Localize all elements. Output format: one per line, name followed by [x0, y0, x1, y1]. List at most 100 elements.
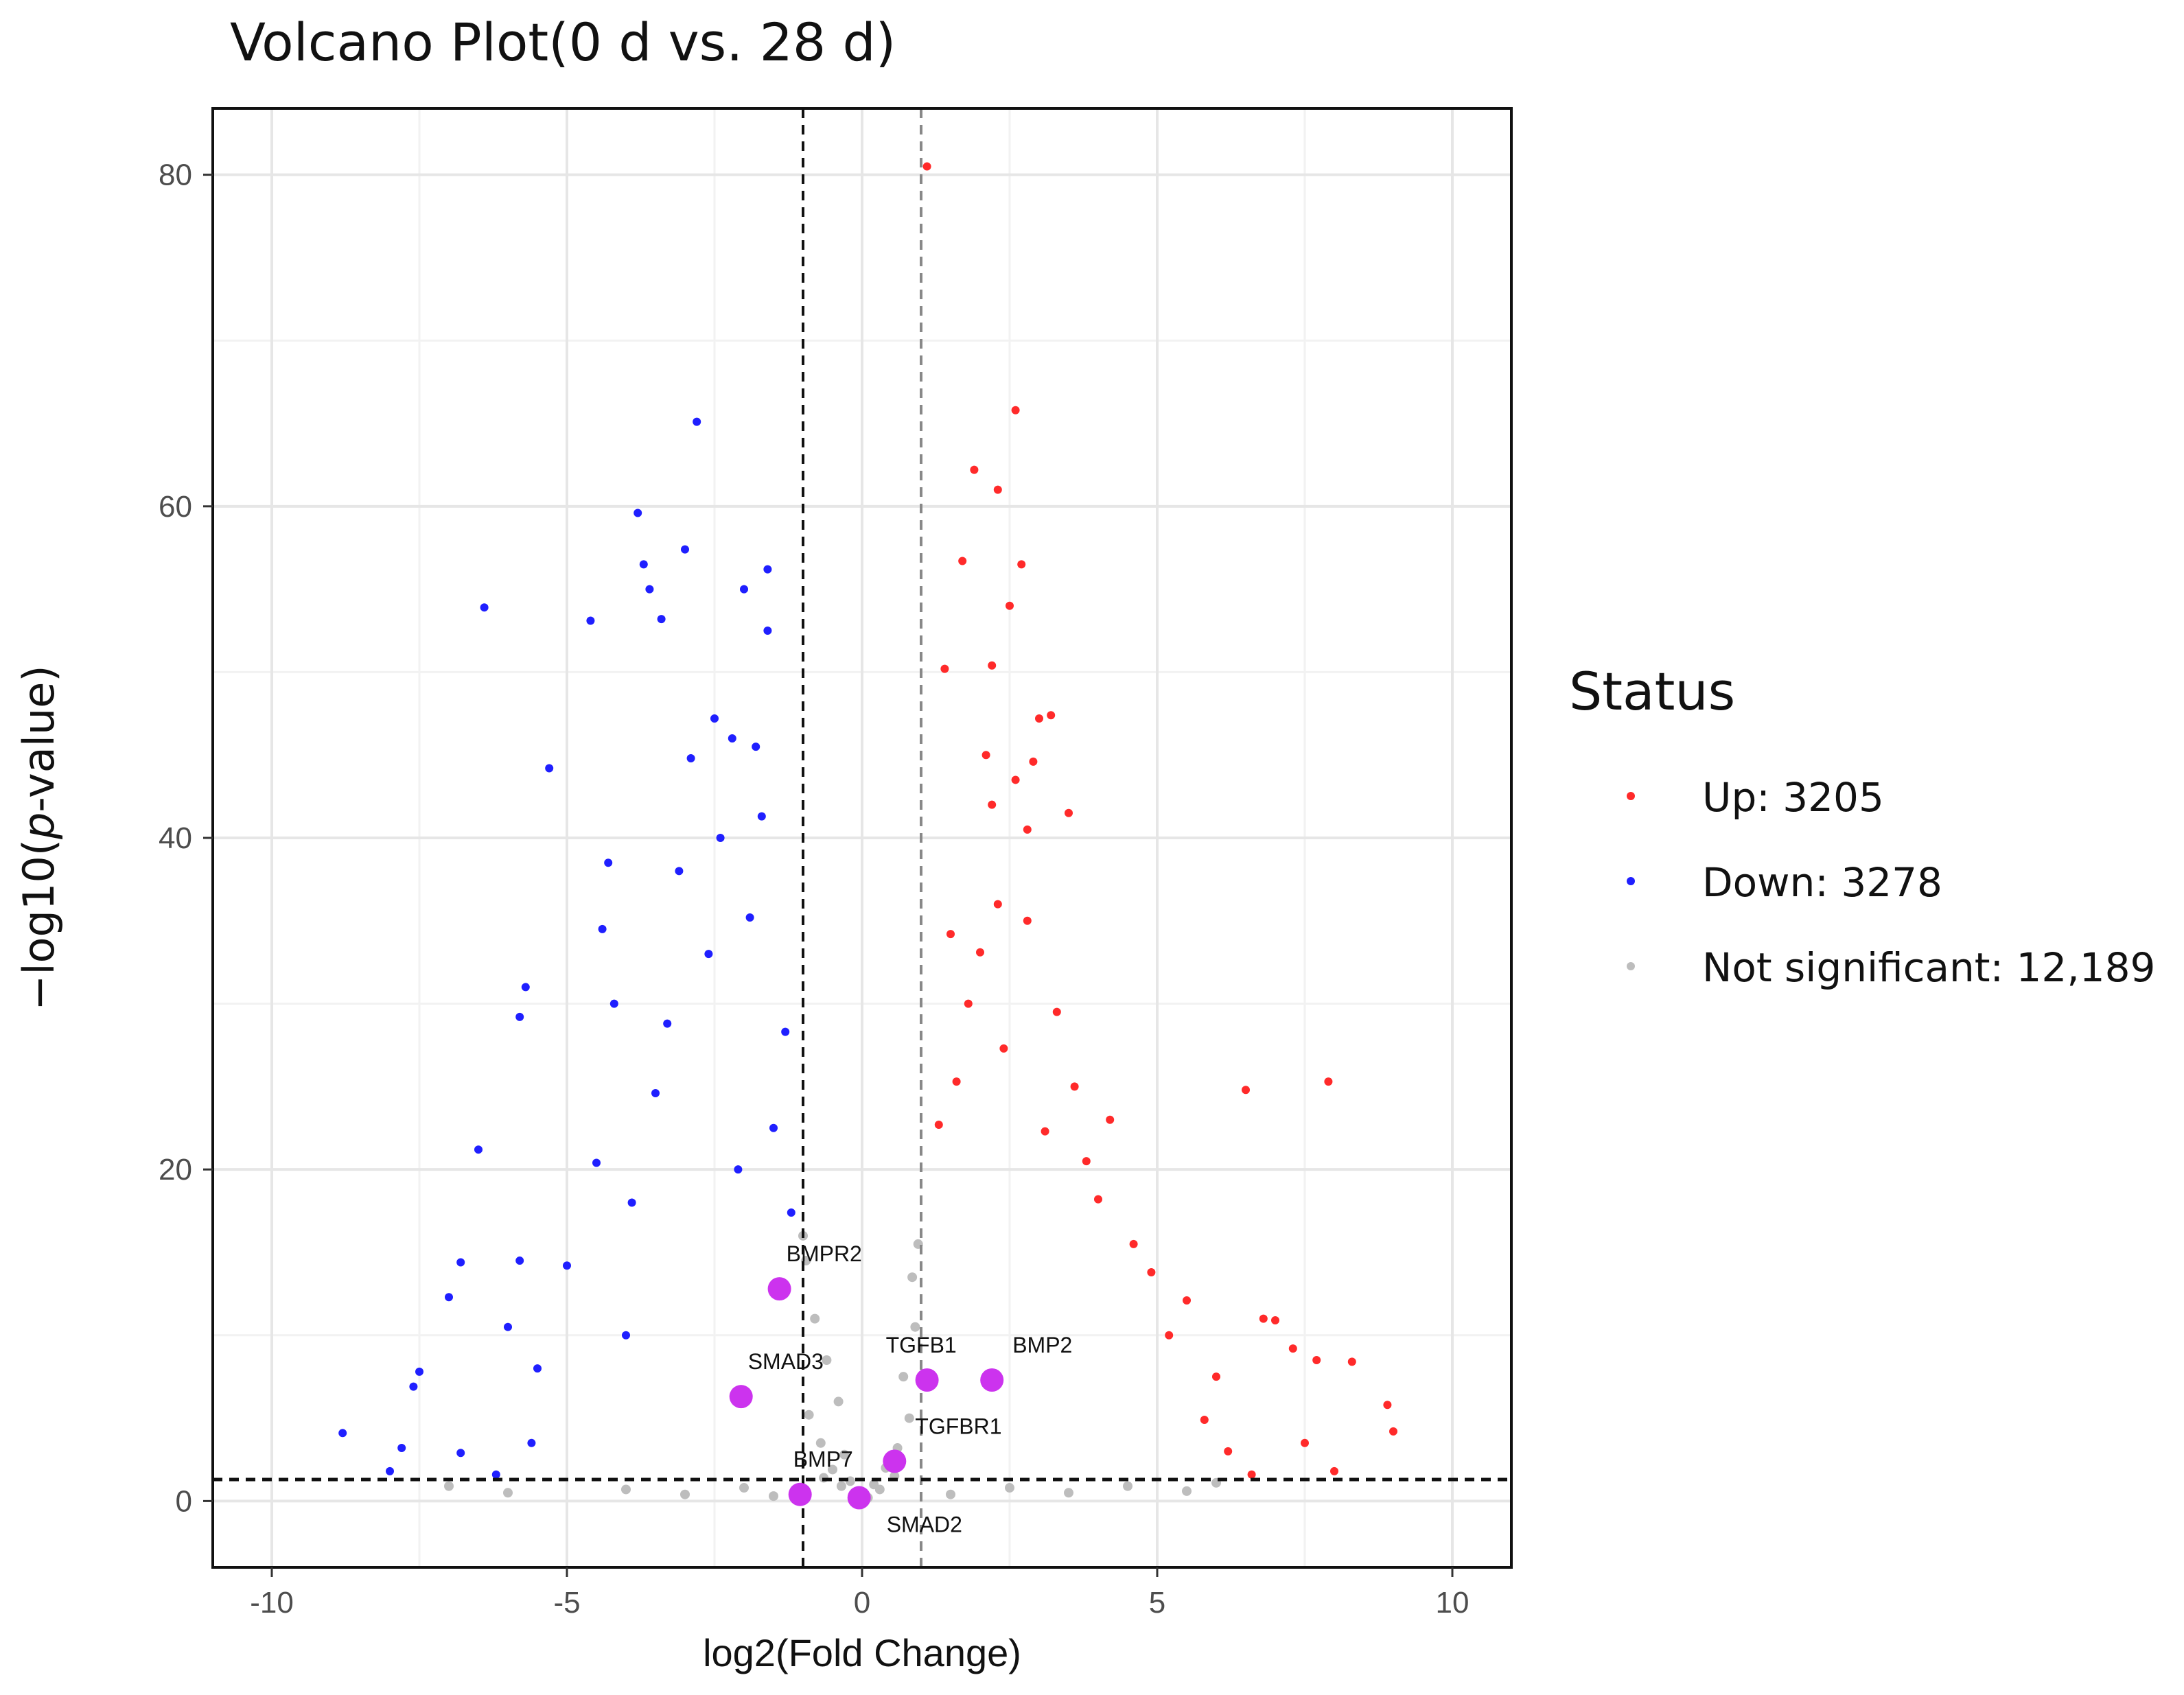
point-up — [1029, 757, 1038, 766]
y-tick-label: 60 — [159, 490, 192, 524]
point-up — [993, 900, 1002, 909]
point-down — [515, 1256, 524, 1265]
point-not-significant — [822, 1355, 832, 1366]
point-not-significant — [833, 1396, 844, 1407]
point-down — [338, 1429, 347, 1438]
point-up — [1259, 1314, 1268, 1323]
point-not-significant — [898, 1372, 909, 1382]
point-up — [1017, 560, 1026, 569]
point-down — [781, 1027, 790, 1036]
point-up — [970, 465, 979, 474]
point-up — [1070, 1082, 1079, 1091]
highlighted-genes: BMPR2 SMAD3 TGFB1 BMP2 TGFBR1 BMP7 SMAD2 — [729, 1241, 1072, 1537]
x-axis-ticks: -10 -5 0 5 10 — [250, 1567, 1469, 1620]
legend-key-up — [1627, 792, 1635, 800]
gene-marker-smad3 — [729, 1385, 753, 1409]
point-up — [1082, 1157, 1091, 1166]
point-not-significant — [621, 1484, 631, 1495]
gene-marker-bmp2 — [980, 1368, 1004, 1392]
point-up — [1106, 1115, 1115, 1124]
point-down — [415, 1367, 423, 1376]
point-up — [1011, 406, 1020, 414]
y-axis-ticks: 0 20 40 60 80 — [159, 159, 213, 1518]
point-down — [480, 603, 489, 612]
legend: Status Up: 3205 Down: 3278 Not significant… — [1569, 661, 2155, 991]
gene-label-bmpr2: BMPR2 — [787, 1241, 862, 1266]
point-down — [397, 1444, 406, 1453]
point-up — [976, 948, 984, 957]
gene-label-bmp2: BMP2 — [1012, 1333, 1072, 1357]
point-down — [645, 585, 654, 594]
point-down — [681, 545, 689, 554]
point-up — [1023, 825, 1032, 834]
point-up — [981, 751, 990, 760]
legend-title: Status — [1569, 661, 1735, 722]
legend-label-up: Up: 3205 — [1702, 774, 1884, 821]
point-not-significant — [874, 1484, 885, 1495]
point-up — [1324, 1077, 1333, 1086]
point-up — [1129, 1239, 1138, 1248]
y-axis-label: −log10(p-value) — [14, 665, 64, 1010]
point-down — [769, 1123, 778, 1132]
point-down — [491, 1470, 500, 1479]
point-up — [1347, 1357, 1356, 1366]
point-up — [934, 1120, 943, 1129]
point-not-significant — [828, 1464, 837, 1475]
point-down — [386, 1466, 394, 1475]
point-up — [958, 557, 967, 565]
point-not-significant — [503, 1488, 513, 1498]
legend-key-down — [1627, 877, 1635, 885]
gene-label-tgfbr1: TGFBR1 — [915, 1414, 1001, 1438]
point-down — [515, 1012, 524, 1021]
point-up — [1301, 1438, 1309, 1447]
x-axis-label: log2(Fold Change) — [703, 1631, 1021, 1674]
gene-marker-tgfbr1 — [883, 1449, 907, 1473]
point-down — [734, 1165, 743, 1174]
point-down — [504, 1322, 512, 1331]
point-not-significant — [1182, 1486, 1192, 1496]
point-not-significant — [810, 1313, 820, 1324]
point-down — [456, 1258, 465, 1267]
point-down — [710, 714, 719, 723]
point-down — [521, 983, 530, 992]
point-down — [639, 560, 648, 569]
gene-marker-tgfb1 — [915, 1368, 939, 1392]
point-not-significant — [815, 1438, 826, 1448]
point-not-significant — [1123, 1481, 1132, 1491]
y-axis-label-italic: p — [14, 813, 64, 840]
point-down — [663, 1019, 672, 1028]
point-down — [651, 1089, 660, 1098]
point-up — [1383, 1401, 1392, 1410]
point-down — [533, 1364, 542, 1373]
gene-label-smad3: SMAD3 — [748, 1349, 824, 1374]
point-up — [952, 1077, 961, 1086]
legend-label-not-significant: Not significant: 12,189 — [1702, 944, 2155, 991]
point-up — [1165, 1331, 1174, 1340]
point-down — [598, 924, 607, 933]
point-down — [693, 417, 701, 426]
point-up — [940, 664, 949, 673]
point-up — [1047, 711, 1056, 720]
point-not-significant — [739, 1483, 749, 1493]
point-up — [1052, 1007, 1061, 1016]
point-down — [757, 812, 766, 821]
point-down — [752, 743, 760, 751]
point-down — [622, 1331, 630, 1340]
x-tick-label: -5 — [553, 1586, 580, 1620]
point-not-significant — [946, 1489, 955, 1499]
point-not-significant — [907, 1272, 918, 1283]
point-up — [1023, 916, 1032, 925]
y-tick-label: 40 — [159, 821, 192, 855]
point-up — [1200, 1415, 1209, 1424]
point-up — [1330, 1466, 1338, 1475]
point-up — [1006, 601, 1014, 610]
point-up — [1242, 1086, 1250, 1095]
x-tick-label: 5 — [1149, 1586, 1165, 1620]
point-down — [763, 565, 772, 574]
y-tick-label: 20 — [159, 1153, 192, 1186]
point-down — [740, 585, 748, 594]
point-down — [409, 1382, 418, 1391]
point-up — [988, 800, 997, 809]
point-down — [686, 754, 695, 763]
point-down — [657, 615, 666, 624]
